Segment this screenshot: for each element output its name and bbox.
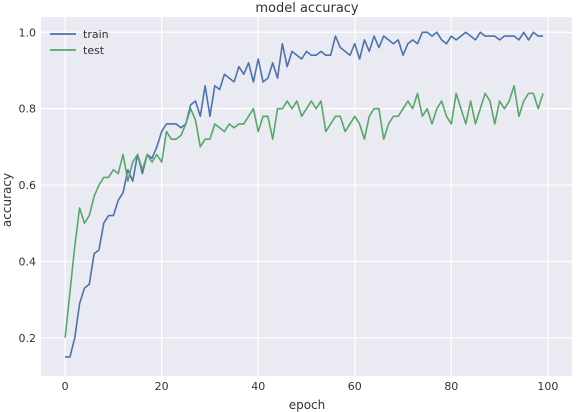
- legend-label-train: train: [83, 28, 109, 41]
- chart-title: model accuracy: [255, 1, 359, 16]
- y-tick-label: 0.8: [19, 103, 37, 116]
- series-lines: [64, 31, 544, 358]
- y-tick-label: 0.2: [19, 332, 37, 345]
- y-tick-label: 0.4: [19, 255, 37, 268]
- series-line-test: [64, 84, 544, 338]
- legend-label-test: test: [83, 44, 105, 57]
- plot-area: [41, 17, 572, 376]
- x-tick-label: 60: [348, 380, 362, 393]
- y-tick-label: 0.6: [19, 179, 37, 192]
- x-tick-label: 80: [444, 380, 458, 393]
- y-axis-label: accuracy: [0, 173, 14, 227]
- x-tick-labels: 0 20 40 60 80 100: [62, 380, 559, 393]
- x-tick-label: 20: [155, 380, 169, 393]
- x-tick-label: 40: [251, 380, 265, 393]
- legend: train test: [50, 28, 109, 57]
- x-tick-label: 100: [537, 380, 558, 393]
- y-tick-label: 1.0: [19, 26, 37, 39]
- x-gridlines: [64, 17, 549, 376]
- y-tick-labels: 0.2 0.4 0.6 0.8 1.0: [19, 26, 37, 345]
- x-axis-label: epoch: [289, 398, 326, 412]
- x-tick-label: 0: [62, 380, 69, 393]
